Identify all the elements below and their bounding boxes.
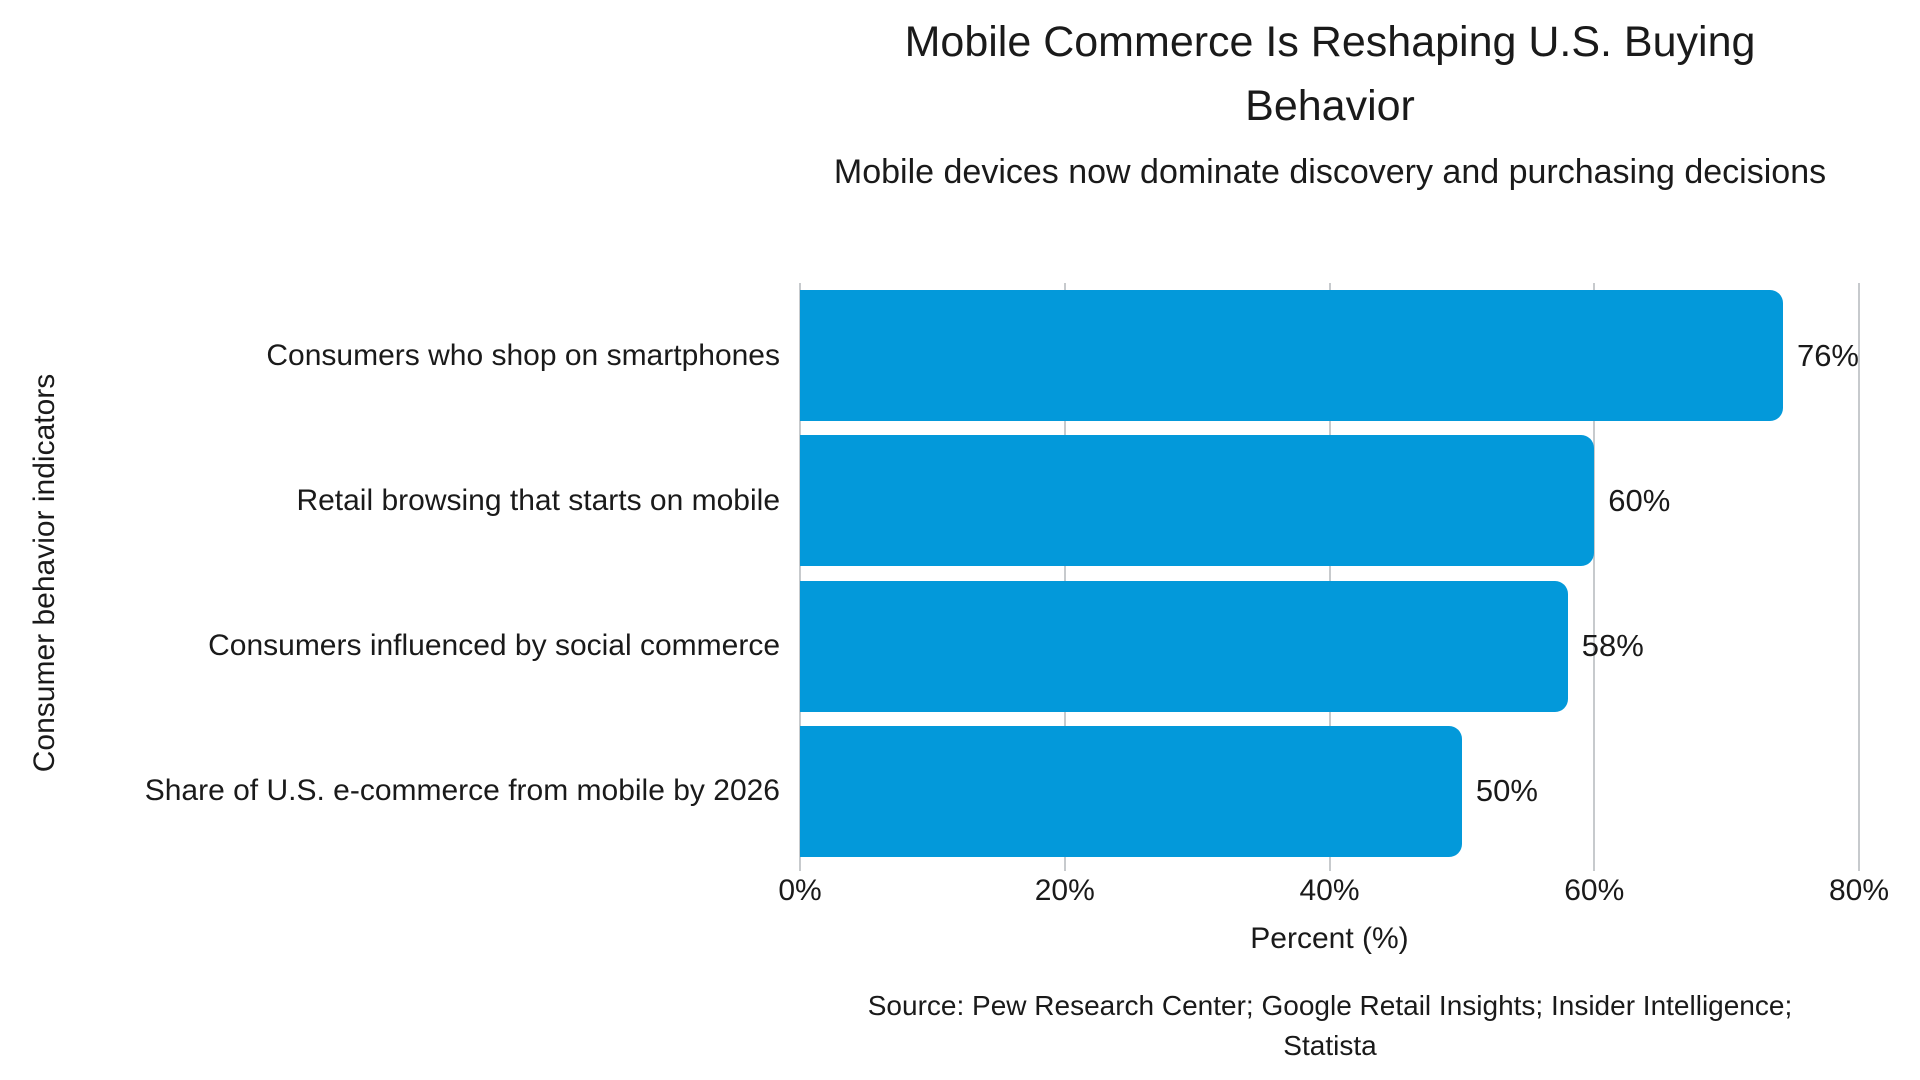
category-band: Retail browsing that starts on mobile <box>0 428 780 573</box>
value-label: 58% <box>1581 628 1644 664</box>
chart-subtitle: Mobile devices now dominate discovery an… <box>833 153 1827 191</box>
bar <box>800 725 1462 857</box>
bar <box>800 290 1783 422</box>
gridline-20% <box>1063 283 1066 871</box>
value-label: 50% <box>1475 773 1538 809</box>
bar-band: 50% <box>800 719 1859 864</box>
category-labels-container: Consumers who shop on smartphones Retail … <box>0 283 780 864</box>
category-label: Share of U.S. e-commerce from mobile by … <box>144 774 780 808</box>
x-tick-label: 60% <box>1564 874 1625 907</box>
value-label: 60% <box>1608 482 1671 518</box>
category-band: Share of U.S. e-commerce from mobile by … <box>0 719 780 864</box>
category-band: Consumers who shop on smartphones <box>0 283 780 428</box>
bar <box>800 435 1595 567</box>
gridlines-container <box>799 283 1860 871</box>
chart-title: Mobile Commerce Is Reshaping U.S. Buying… <box>904 18 1756 130</box>
bar-band: 60% <box>800 428 1859 573</box>
x-tick-label: 0% <box>778 874 822 907</box>
x-tick-label: 80% <box>1828 874 1890 907</box>
source-note: Source: Pew Research Center; Google Reta… <box>867 990 1793 1061</box>
gridline-80% <box>1858 283 1860 871</box>
value-label: 76% <box>1796 337 1859 373</box>
x-tick-label: 20% <box>1034 874 1095 907</box>
category-band: Consumers influenced by social commerce <box>0 574 780 719</box>
category-label: Retail browsing that starts on mobile <box>296 483 780 517</box>
x-axis-label: Percent (%) <box>1250 922 1409 955</box>
gridline-60% <box>1593 283 1596 871</box>
x-tick-label: 40% <box>1299 874 1360 907</box>
bar-band: 76% <box>800 283 1859 428</box>
category-label: Consumers influenced by social commerce <box>208 629 780 663</box>
gridline-0% <box>799 283 801 871</box>
bar-band: 58% <box>800 574 1859 719</box>
category-label: Consumers who shop on smartphones <box>266 338 780 372</box>
gridline-40% <box>1328 283 1331 871</box>
bar <box>800 580 1568 712</box>
bars-container: 76% 60% 58% 50% <box>800 283 1859 864</box>
x-tick-labels-container: 0% 20% 40% 60% 80% <box>778 874 1889 914</box>
